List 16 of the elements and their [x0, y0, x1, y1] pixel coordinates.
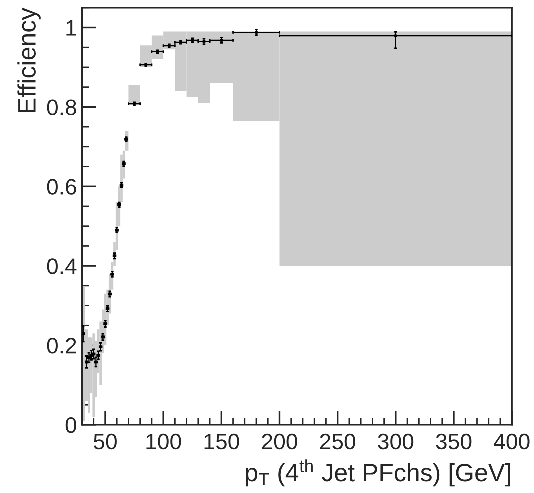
x-tick-label: 200 [262, 434, 298, 450]
x-axis-title: p$_{T}$ (4$^{th}$ Jet PFchs) [GeV] [246, 460, 510, 487]
y-tick-label: 0.8 [47, 100, 76, 116]
x-tick-label: 150 [204, 434, 240, 450]
x-tick-label: 250 [320, 434, 356, 450]
x-tick-label: 100 [146, 434, 182, 450]
x-tick-label: 400 [494, 434, 530, 450]
x-tick-label: 300 [378, 434, 414, 450]
x-tick-label: 350 [436, 434, 472, 450]
y-tick-label: 0.6 [47, 179, 76, 195]
y-axis-title: Efficiency [18, 8, 41, 112]
y-tick-label: 0.2 [47, 338, 76, 354]
y-tick-label: 0 [66, 418, 77, 434]
y-tick-label: 0.4 [47, 258, 77, 274]
x-tick-label: 50 [94, 434, 117, 450]
y-tick-label: 1 [66, 20, 76, 36]
